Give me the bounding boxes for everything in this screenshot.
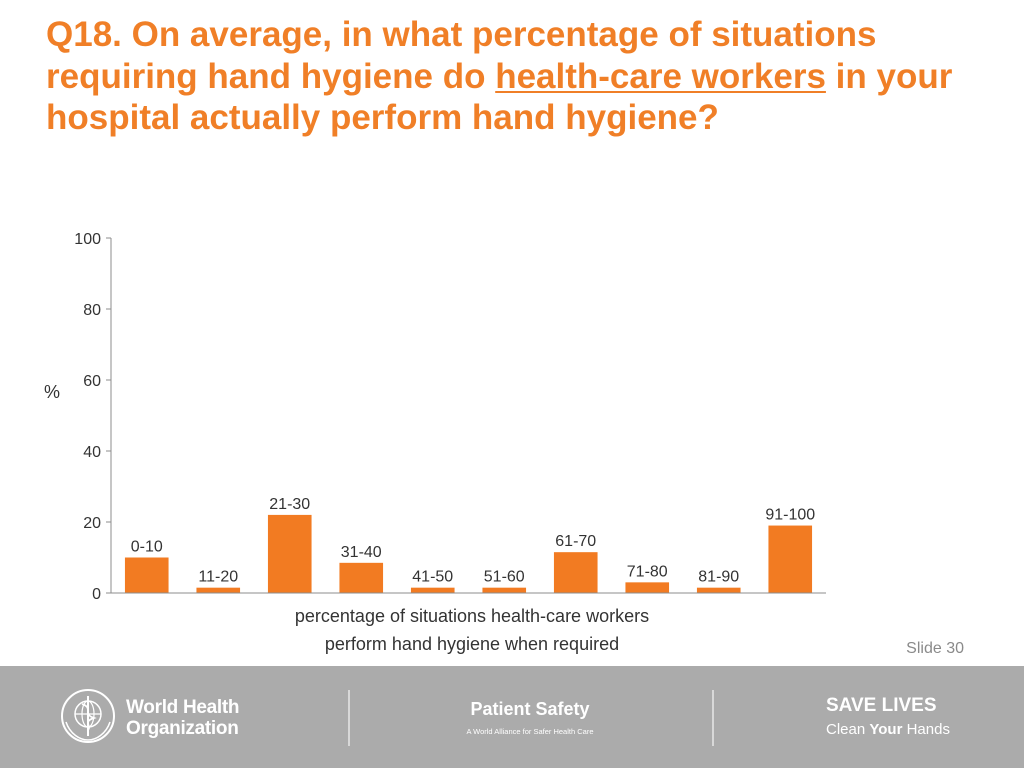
y-tick-label: 20 [83, 515, 101, 532]
save-lives-subtitle: Clean Your Hands [826, 721, 950, 738]
y-tick-label: 40 [83, 444, 101, 461]
bar-label: 21-30 [269, 496, 310, 513]
y-axis-label: % [44, 382, 60, 402]
footer-bar: World Health Organization Patient Safety… [0, 666, 1024, 768]
bar-label: 91-100 [765, 507, 815, 524]
bar-chart: 0 20 40 60 80 100 0-10 11-20 21-30 31-40 41-50 51-… [44, 231, 826, 654]
who-name-line-1: World Health [126, 697, 240, 718]
title-part-2: in your hospital actually perform hand h… [46, 56, 953, 138]
bar-41-50 [410, 587, 455, 593]
y-tick-label: 0 [92, 586, 101, 603]
bar-label: 41-50 [412, 569, 453, 586]
bar-31-40 [339, 562, 384, 593]
y-tick-label: 100 [74, 231, 101, 248]
slide-title: Q18. On average, in what percentage of s… [46, 14, 986, 139]
bar-71-80 [625, 582, 670, 593]
save-lives-sub-post: Hands [902, 721, 950, 738]
x-axis-label-line-1: percentage of situations health-care wor… [295, 606, 649, 626]
bar-11-20 [196, 587, 241, 593]
title-part-1: Q18. On average, in what percentage of s… [46, 15, 877, 96]
bar-label: 71-80 [627, 563, 668, 580]
bar-label: 11-20 [198, 569, 238, 586]
footer-divider-1 [348, 690, 350, 746]
bar-label: 51-60 [484, 569, 525, 586]
who-emblem-icon [61, 689, 115, 743]
bar-91-100 [768, 525, 813, 593]
footer-divider-2 [712, 690, 714, 746]
save-lives-title: SAVE LIVES [826, 695, 937, 716]
bar-label: 61-70 [555, 533, 596, 550]
who-name-line-2: Organization [126, 718, 239, 739]
bar-label: 31-40 [341, 544, 382, 561]
who-name: World Health Organization [126, 697, 240, 739]
patient-safety-title: Patient Safety [470, 699, 590, 719]
bar-0-10 [124, 557, 169, 593]
slide-number: Slide 30 [906, 640, 964, 657]
save-lives-sub-pre: Clean [826, 721, 870, 738]
y-axis: 0 20 40 60 80 100 [74, 231, 112, 603]
save-lives-sub-bold: Your [869, 721, 903, 738]
bar-label: 81-90 [698, 569, 739, 586]
bar-label: 0-10 [131, 539, 163, 556]
x-axis-label-line-2: perform hand hygiene when required [325, 634, 619, 654]
patient-safety-subtitle: A World Alliance for Safer Health Care [466, 727, 594, 736]
y-tick-label: 60 [83, 373, 101, 390]
bar-61-70 [553, 552, 598, 593]
bar-51-60 [482, 587, 527, 593]
bar-21-30 [267, 514, 312, 593]
title-underlined: health-care workers [495, 56, 826, 96]
y-tick-label: 80 [83, 302, 101, 319]
bar-81-90 [696, 587, 741, 593]
bars: 0-10 11-20 21-30 31-40 41-50 51-60 61-70 71-80 8… [124, 496, 815, 593]
